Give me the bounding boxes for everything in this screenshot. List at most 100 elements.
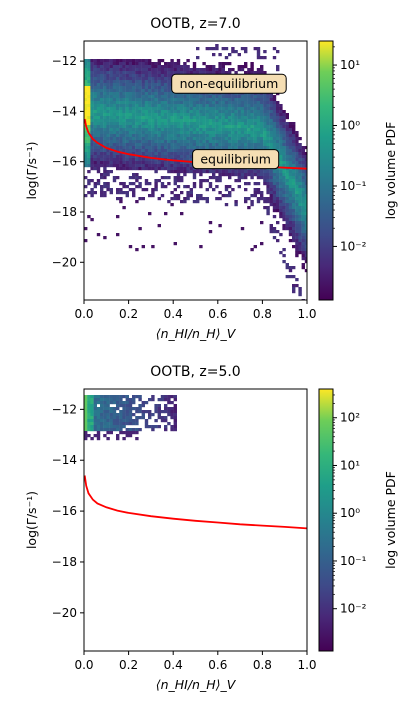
- heatmap-cell: [173, 143, 177, 147]
- heatmap-cell: [103, 434, 107, 438]
- heatmap-cell: [132, 95, 136, 99]
- heatmap-cell: [90, 92, 94, 96]
- heatmap-cell: [93, 65, 97, 69]
- heatmap-cell: [160, 68, 165, 72]
- heatmap-cell: [285, 158, 289, 162]
- heatmap-cell: [298, 245, 302, 249]
- heatmap-cell: [170, 197, 174, 201]
- heatmap-cell: [292, 179, 296, 183]
- heatmap-cell: [212, 176, 216, 180]
- heatmap-cell: [173, 419, 177, 423]
- heatmap-cell: [247, 140, 251, 144]
- heatmap-cell: [260, 116, 264, 120]
- heatmap-cell: [199, 125, 203, 129]
- heatmap-cell: [208, 110, 213, 114]
- heatmap-cell: [192, 182, 197, 186]
- heatmap-cell: [234, 134, 238, 138]
- heatmap-cell: [221, 128, 225, 132]
- heatmap-cell: [266, 119, 270, 123]
- heatmap-cell: [208, 107, 213, 111]
- heatmap-cell: [173, 113, 177, 117]
- heatmap-cell: [167, 98, 171, 102]
- heatmap-cell: [151, 395, 155, 399]
- heatmap-cell: [170, 68, 174, 72]
- heatmap-cell: [93, 77, 97, 81]
- heatmap-cell: [160, 128, 165, 132]
- heatmap-cell: [151, 155, 155, 159]
- heatmap-cell: [224, 194, 229, 198]
- heatmap-cell: [231, 68, 235, 72]
- heatmap-cell: [125, 404, 129, 408]
- heatmap-cell: [288, 131, 293, 135]
- heatmap-cell: [164, 167, 168, 171]
- heatmap-cell: [135, 86, 139, 90]
- heatmap-cell: [96, 134, 101, 138]
- heatmap-cell: [247, 95, 251, 99]
- heatmap-cell: [189, 194, 193, 198]
- heatmap-cell: [132, 176, 136, 180]
- heatmap-cell: [221, 107, 225, 111]
- x-tick-label: 0.6: [208, 307, 227, 321]
- heatmap-cell: [93, 398, 97, 402]
- heatmap-cell: [122, 416, 126, 420]
- heatmap-cell: [231, 116, 235, 120]
- heatmap-cell: [228, 137, 232, 141]
- heatmap-cell: [87, 113, 91, 117]
- heatmap-cell: [288, 275, 293, 279]
- heatmap-cell: [288, 140, 293, 144]
- heatmap-cell: [144, 59, 149, 63]
- heatmap-cell: [240, 143, 245, 147]
- heatmap-cell: [128, 158, 133, 162]
- heatmap-cell: [119, 122, 123, 126]
- heatmap-cell: [100, 191, 104, 195]
- heatmap-cell: [116, 416, 120, 420]
- heatmap-cell: [106, 173, 110, 177]
- heatmap-cell: [93, 104, 97, 108]
- heatmap-cell: [301, 161, 305, 165]
- heatmap-cell: [176, 107, 181, 111]
- heatmap-cell: [266, 98, 270, 102]
- heatmap-cell: [228, 122, 232, 126]
- heatmap-cell: [90, 98, 94, 102]
- heatmap-cell: [119, 71, 123, 75]
- heatmap-cell: [167, 116, 171, 120]
- heatmap-cell: [218, 119, 222, 123]
- heatmap-cell: [132, 128, 136, 132]
- heatmap-cell: [106, 437, 110, 441]
- heatmap-cell: [132, 152, 136, 156]
- heatmap-cell: [186, 131, 190, 135]
- heatmap-cell: [103, 173, 107, 177]
- heatmap-cell: [157, 74, 161, 78]
- heatmap-cell: [90, 128, 94, 132]
- heatmap-cell: [90, 113, 94, 117]
- heatmap-cell: [144, 113, 149, 117]
- heatmap-cell: [285, 173, 289, 177]
- heatmap-cell: [295, 251, 299, 255]
- heatmap-cell: [173, 116, 177, 120]
- heatmap-cell: [250, 95, 254, 99]
- heatmap-cell: [292, 209, 296, 213]
- heatmap-cell: [199, 95, 203, 99]
- heatmap-cell: [298, 227, 302, 231]
- heatmap-cell: [279, 107, 283, 111]
- heatmap-cell: [103, 122, 107, 126]
- heatmap-cell: [116, 161, 120, 165]
- heatmap-cell: [192, 101, 197, 105]
- heatmap-cell: [266, 191, 270, 195]
- heatmap-cell: [100, 428, 104, 432]
- heatmap-cell: [224, 95, 229, 99]
- heatmap-cell: [96, 182, 101, 186]
- heatmap-cell: [138, 158, 142, 162]
- heatmap-cell: [176, 62, 181, 66]
- heatmap-cell: [148, 398, 152, 402]
- heatmap-cell: [253, 137, 257, 141]
- heatmap-cell: [253, 113, 257, 117]
- heatmap-cell: [109, 110, 113, 114]
- heatmap-cell: [138, 119, 142, 123]
- heatmap-cell: [269, 131, 273, 135]
- heatmap-cell: [148, 413, 152, 417]
- heatmap-cell: [173, 158, 177, 162]
- x-tick-label: 0.0: [74, 658, 93, 672]
- heatmap-cell: [167, 62, 171, 66]
- heatmap-cell: [132, 149, 136, 153]
